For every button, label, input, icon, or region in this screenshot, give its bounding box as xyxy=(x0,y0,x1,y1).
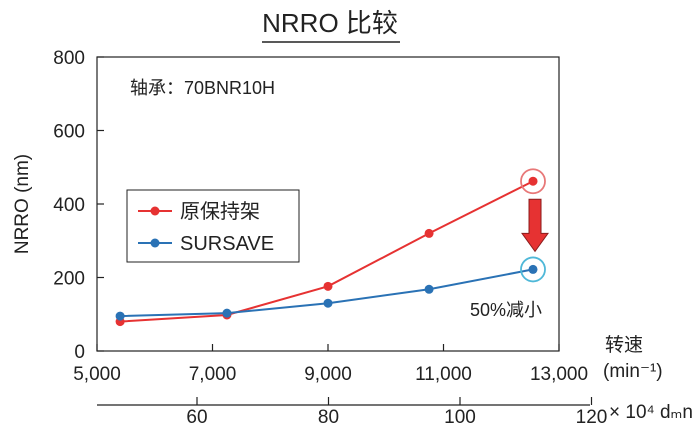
secondary-x-tick-label: 120 xyxy=(576,407,608,425)
series-lines xyxy=(115,176,538,327)
x-axis-ticks: 5,000 7,000 9,000 11,000 13,000 xyxy=(73,344,588,385)
secondary-x-tick-label: 80 xyxy=(318,407,339,425)
series-1-point xyxy=(323,281,333,291)
legend-marker-1 xyxy=(150,206,160,216)
x-axis-unit: (min⁻¹) xyxy=(603,361,663,382)
legend-box xyxy=(126,189,300,263)
secondary-x-tick-label: 60 xyxy=(186,407,207,425)
series-1-point xyxy=(528,176,538,186)
highlight-group xyxy=(520,168,549,283)
y-axis-title: NRRO (nm) xyxy=(12,154,33,254)
x-tick-label: 11,000 xyxy=(415,364,472,385)
series-2-point xyxy=(115,311,125,321)
x-tick-label: 13,000 xyxy=(530,364,588,385)
legend: 原保持架 SURSAVE xyxy=(126,189,300,263)
y-tick-label: 800 xyxy=(53,48,85,69)
reduction-arrow xyxy=(521,198,549,253)
x-axis-title: 转速 xyxy=(605,334,643,356)
legend-label-1: 原保持架 xyxy=(180,200,260,223)
legend-label-2: SURSAVE xyxy=(180,233,274,255)
legend-marker-2 xyxy=(150,238,160,248)
secondary-x-tick-label: 100 xyxy=(444,407,476,425)
y-tick-label: 600 xyxy=(53,122,85,143)
highlight-circle-sursave xyxy=(520,256,546,283)
series-2-point xyxy=(222,308,232,318)
bearing-label: 轴承：70BNR10H xyxy=(130,78,275,98)
x-tick-label: 7,000 xyxy=(189,364,237,385)
y-tick-label: 0 xyxy=(74,342,85,363)
x-tick-label: 9,000 xyxy=(304,364,352,385)
highlight-circle-original xyxy=(520,168,546,195)
series-2-point xyxy=(528,264,538,274)
secondary-x-axis-title: × 10⁴ dₘn xyxy=(609,402,693,423)
secondary-x-axis-ticks: 60 80 100 120 xyxy=(186,397,607,425)
chart-title: NRRO 比较 xyxy=(262,8,398,38)
y-tick-label: 200 xyxy=(53,269,85,290)
reduction-annotation: 50%减小 xyxy=(470,300,542,320)
series-2-point xyxy=(424,284,434,294)
series-1-point xyxy=(424,228,434,238)
y-axis-ticks: 0 200 400 600 800 xyxy=(53,48,104,363)
series-2-point xyxy=(323,298,333,308)
x-tick-label: 5,000 xyxy=(73,364,121,385)
y-tick-label: 400 xyxy=(53,195,85,216)
